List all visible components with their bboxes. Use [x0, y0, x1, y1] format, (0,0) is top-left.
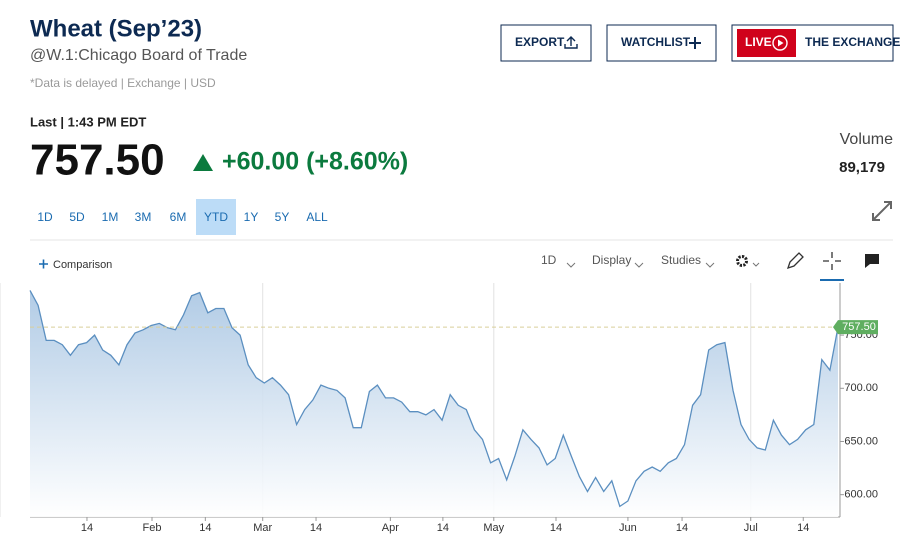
range-tab[interactable]: ALL — [306, 210, 328, 224]
icon — [772, 35, 788, 51]
plus-icon — [39, 259, 48, 269]
settings-icon[interactable] — [736, 255, 748, 267]
y-tick-label: 650.00 — [844, 435, 878, 447]
range-tab[interactable]: 6M — [170, 210, 187, 224]
data-note: *Data is delayed | Exchange | USD — [30, 76, 216, 90]
last-price: 757.50 — [30, 136, 165, 185]
x-tick-label: 14 — [676, 522, 688, 534]
interval-select[interactable]: 1D — [541, 253, 557, 267]
last-time: Last | 1:43 PM EDT — [30, 114, 146, 129]
button-frame — [500, 24, 592, 62]
range-tab[interactable]: 1M — [102, 210, 119, 224]
button-label: EXPORT — [515, 35, 565, 49]
x-tick-label: 14 — [797, 522, 809, 534]
range-tab[interactable]: 5Y — [275, 210, 290, 224]
live-badge — [737, 29, 796, 57]
range-tab[interactable]: 5D — [69, 210, 85, 224]
x-tick-label: Jul — [744, 522, 758, 534]
display-select[interactable]: Display — [592, 253, 631, 267]
comparison-button[interactable]: Comparison — [53, 259, 112, 271]
volume-value: 89,179 — [839, 159, 885, 176]
x-tick-label: Jun — [619, 522, 637, 534]
live-label: LIVE — [745, 35, 772, 49]
area — [30, 290, 838, 517]
range-tab[interactable]: 1D — [37, 210, 53, 224]
comment-icon[interactable] — [865, 254, 879, 268]
x-tick-label: 14 — [550, 522, 562, 534]
y-tick-label: 600.00 — [844, 489, 878, 501]
range-selected — [196, 199, 236, 235]
x-tick-label: 14 — [310, 522, 322, 534]
live-button[interactable]: LIVE THE EXCHANGE — [731, 24, 900, 62]
button-label: THE EXCHANGE — [805, 35, 900, 49]
studies-select[interactable]: Studies — [661, 253, 701, 267]
chart: 14 Feb 14 Mar 14 Apr 14 May 14 Jun 14 Jul 14 600.00 65… — [0, 283, 878, 534]
crosshair-icon[interactable] — [823, 252, 841, 270]
price-line — [29, 290, 839, 508]
last-price-label: 757.50 — [842, 321, 876, 333]
x-tick-label: 14 — [437, 522, 449, 534]
range-tab[interactable]: 1Y — [244, 210, 259, 224]
range-tabs: 1D 5D 1M 3M 6M YTD 1Y 5Y ALL — [37, 199, 328, 235]
button-label: WATCHLIST — [621, 35, 691, 49]
export-button[interactable]: EXPORT — [500, 24, 592, 62]
chevrons — [566, 262, 760, 268]
watchlist-button[interactable]: WATCHLIST — [606, 24, 717, 62]
x-tick-label: 14 — [81, 522, 93, 534]
x-tick-label: 14 — [199, 522, 211, 534]
range-tab[interactable]: 3M — [135, 210, 152, 224]
x-tick-label: Feb — [143, 522, 162, 534]
expand-icon[interactable] — [872, 201, 892, 221]
last-price-tag — [833, 320, 878, 335]
title: Wheat (Sep’23) — [30, 15, 202, 42]
icon — [564, 36, 578, 49]
icon — [778, 39, 784, 47]
volume-label: Volume — [840, 131, 893, 148]
symbol: @W.1:Chicago Board of Trade — [30, 47, 247, 64]
price-change: +60.00 (+8.60%) — [222, 148, 408, 176]
draw-icon[interactable] — [786, 252, 804, 270]
x-tick-label: Apr — [382, 522, 399, 534]
x-tick-label: Mar — [253, 522, 272, 534]
up-arrow — [193, 154, 213, 171]
range-tab[interactable]: YTD — [204, 210, 228, 224]
x-tick-label: May — [483, 522, 504, 534]
y-tick-label: 700.00 — [844, 382, 878, 394]
icon — [689, 37, 701, 49]
